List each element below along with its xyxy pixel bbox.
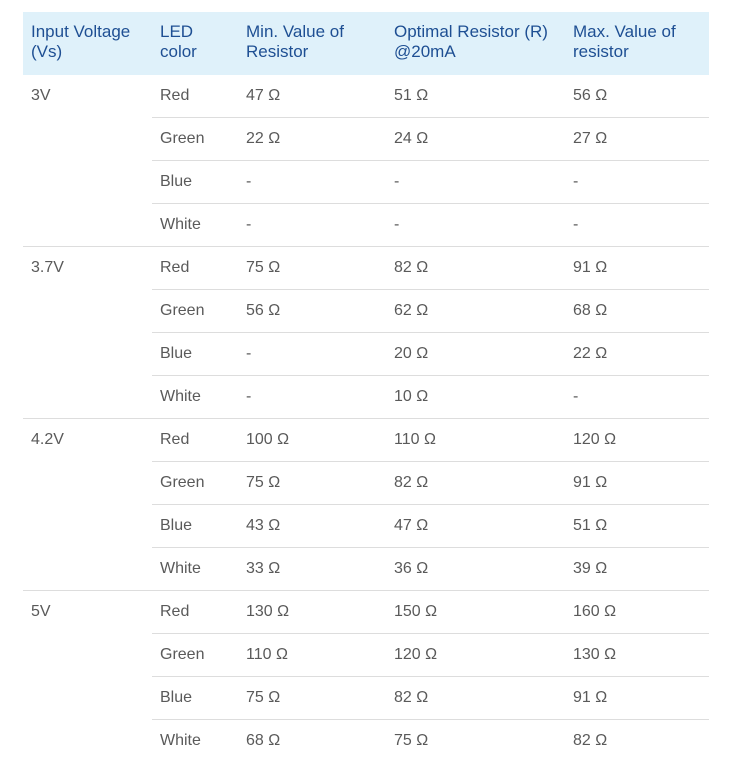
led-color-cell: Green	[152, 118, 238, 161]
optimal-resistor-cell: -	[386, 161, 565, 204]
optimal-resistor-cell: 47 Ω	[386, 505, 565, 548]
max-resistor-cell: -	[565, 161, 709, 204]
optimal-resistor-cell: 10 Ω	[386, 376, 565, 419]
min-resistor-cell: 130 Ω	[238, 591, 386, 634]
led-color-cell: White	[152, 548, 238, 591]
led-color-cell: Green	[152, 634, 238, 677]
max-resistor-cell: 22 Ω	[565, 333, 709, 376]
max-resistor-cell: 39 Ω	[565, 548, 709, 591]
max-resistor-cell: 68 Ω	[565, 290, 709, 333]
led-color-cell: Red	[152, 419, 238, 462]
led-color-cell: Red	[152, 591, 238, 634]
optimal-resistor-cell: -	[386, 204, 565, 247]
min-resistor-cell: 56 Ω	[238, 290, 386, 333]
max-resistor-cell: 130 Ω	[565, 634, 709, 677]
min-resistor-cell: 110 Ω	[238, 634, 386, 677]
led-color-cell: Blue	[152, 505, 238, 548]
header-max-resistor: Max. Value of resistor	[565, 12, 709, 75]
optimal-resistor-cell: 82 Ω	[386, 247, 565, 290]
optimal-resistor-cell: 82 Ω	[386, 462, 565, 505]
min-resistor-cell: -	[238, 204, 386, 247]
optimal-resistor-cell: 82 Ω	[386, 677, 565, 720]
led-color-cell: Red	[152, 75, 238, 118]
led-color-cell: Blue	[152, 161, 238, 204]
optimal-resistor-cell: 51 Ω	[386, 75, 565, 118]
led-color-cell: Green	[152, 290, 238, 333]
led-color-cell: White	[152, 376, 238, 419]
led-resistor-table: Input Voltage (Vs) LED color Min. Value …	[23, 12, 709, 762]
optimal-resistor-cell: 150 Ω	[386, 591, 565, 634]
header-min-resistor: Min. Value of Resistor	[238, 12, 386, 75]
max-resistor-cell: -	[565, 376, 709, 419]
min-resistor-cell: 75 Ω	[238, 462, 386, 505]
led-color-cell: Green	[152, 462, 238, 505]
min-resistor-cell: 100 Ω	[238, 419, 386, 462]
max-resistor-cell: 82 Ω	[565, 720, 709, 762]
input-voltage-cell: 3V	[23, 75, 152, 247]
led-color-cell: Blue	[152, 333, 238, 376]
input-voltage-cell: 4.2V	[23, 419, 152, 591]
optimal-resistor-cell: 75 Ω	[386, 720, 565, 762]
input-voltage-cell: 5V	[23, 591, 152, 762]
min-resistor-cell: 43 Ω	[238, 505, 386, 548]
optimal-resistor-cell: 20 Ω	[386, 333, 565, 376]
header-optimal-resistor: Optimal Resistor (R) @20mA	[386, 12, 565, 75]
min-resistor-cell: 47 Ω	[238, 75, 386, 118]
max-resistor-cell: -	[565, 204, 709, 247]
optimal-resistor-cell: 120 Ω	[386, 634, 565, 677]
led-color-cell: White	[152, 204, 238, 247]
min-resistor-cell: 75 Ω	[238, 247, 386, 290]
led-color-cell: Blue	[152, 677, 238, 720]
optimal-resistor-cell: 110 Ω	[386, 419, 565, 462]
max-resistor-cell: 56 Ω	[565, 75, 709, 118]
max-resistor-cell: 91 Ω	[565, 462, 709, 505]
min-resistor-cell: 22 Ω	[238, 118, 386, 161]
max-resistor-cell: 160 Ω	[565, 591, 709, 634]
min-resistor-cell: 68 Ω	[238, 720, 386, 762]
min-resistor-cell: -	[238, 333, 386, 376]
max-resistor-cell: 27 Ω	[565, 118, 709, 161]
max-resistor-cell: 91 Ω	[565, 247, 709, 290]
led-color-cell: White	[152, 720, 238, 762]
min-resistor-cell: -	[238, 376, 386, 419]
optimal-resistor-cell: 24 Ω	[386, 118, 565, 161]
max-resistor-cell: 51 Ω	[565, 505, 709, 548]
max-resistor-cell: 120 Ω	[565, 419, 709, 462]
input-voltage-cell: 3.7V	[23, 247, 152, 419]
led-color-cell: Red	[152, 247, 238, 290]
resistor-table-container: Input Voltage (Vs) LED color Min. Value …	[23, 12, 709, 762]
header-led-color: LED color	[152, 12, 238, 75]
header-input-voltage: Input Voltage (Vs)	[23, 12, 152, 75]
min-resistor-cell: -	[238, 161, 386, 204]
max-resistor-cell: 91 Ω	[565, 677, 709, 720]
optimal-resistor-cell: 36 Ω	[386, 548, 565, 591]
header-row: Input Voltage (Vs) LED color Min. Value …	[23, 12, 709, 75]
table-header: Input Voltage (Vs) LED color Min. Value …	[23, 12, 709, 75]
optimal-resistor-cell: 62 Ω	[386, 290, 565, 333]
min-resistor-cell: 75 Ω	[238, 677, 386, 720]
min-resistor-cell: 33 Ω	[238, 548, 386, 591]
